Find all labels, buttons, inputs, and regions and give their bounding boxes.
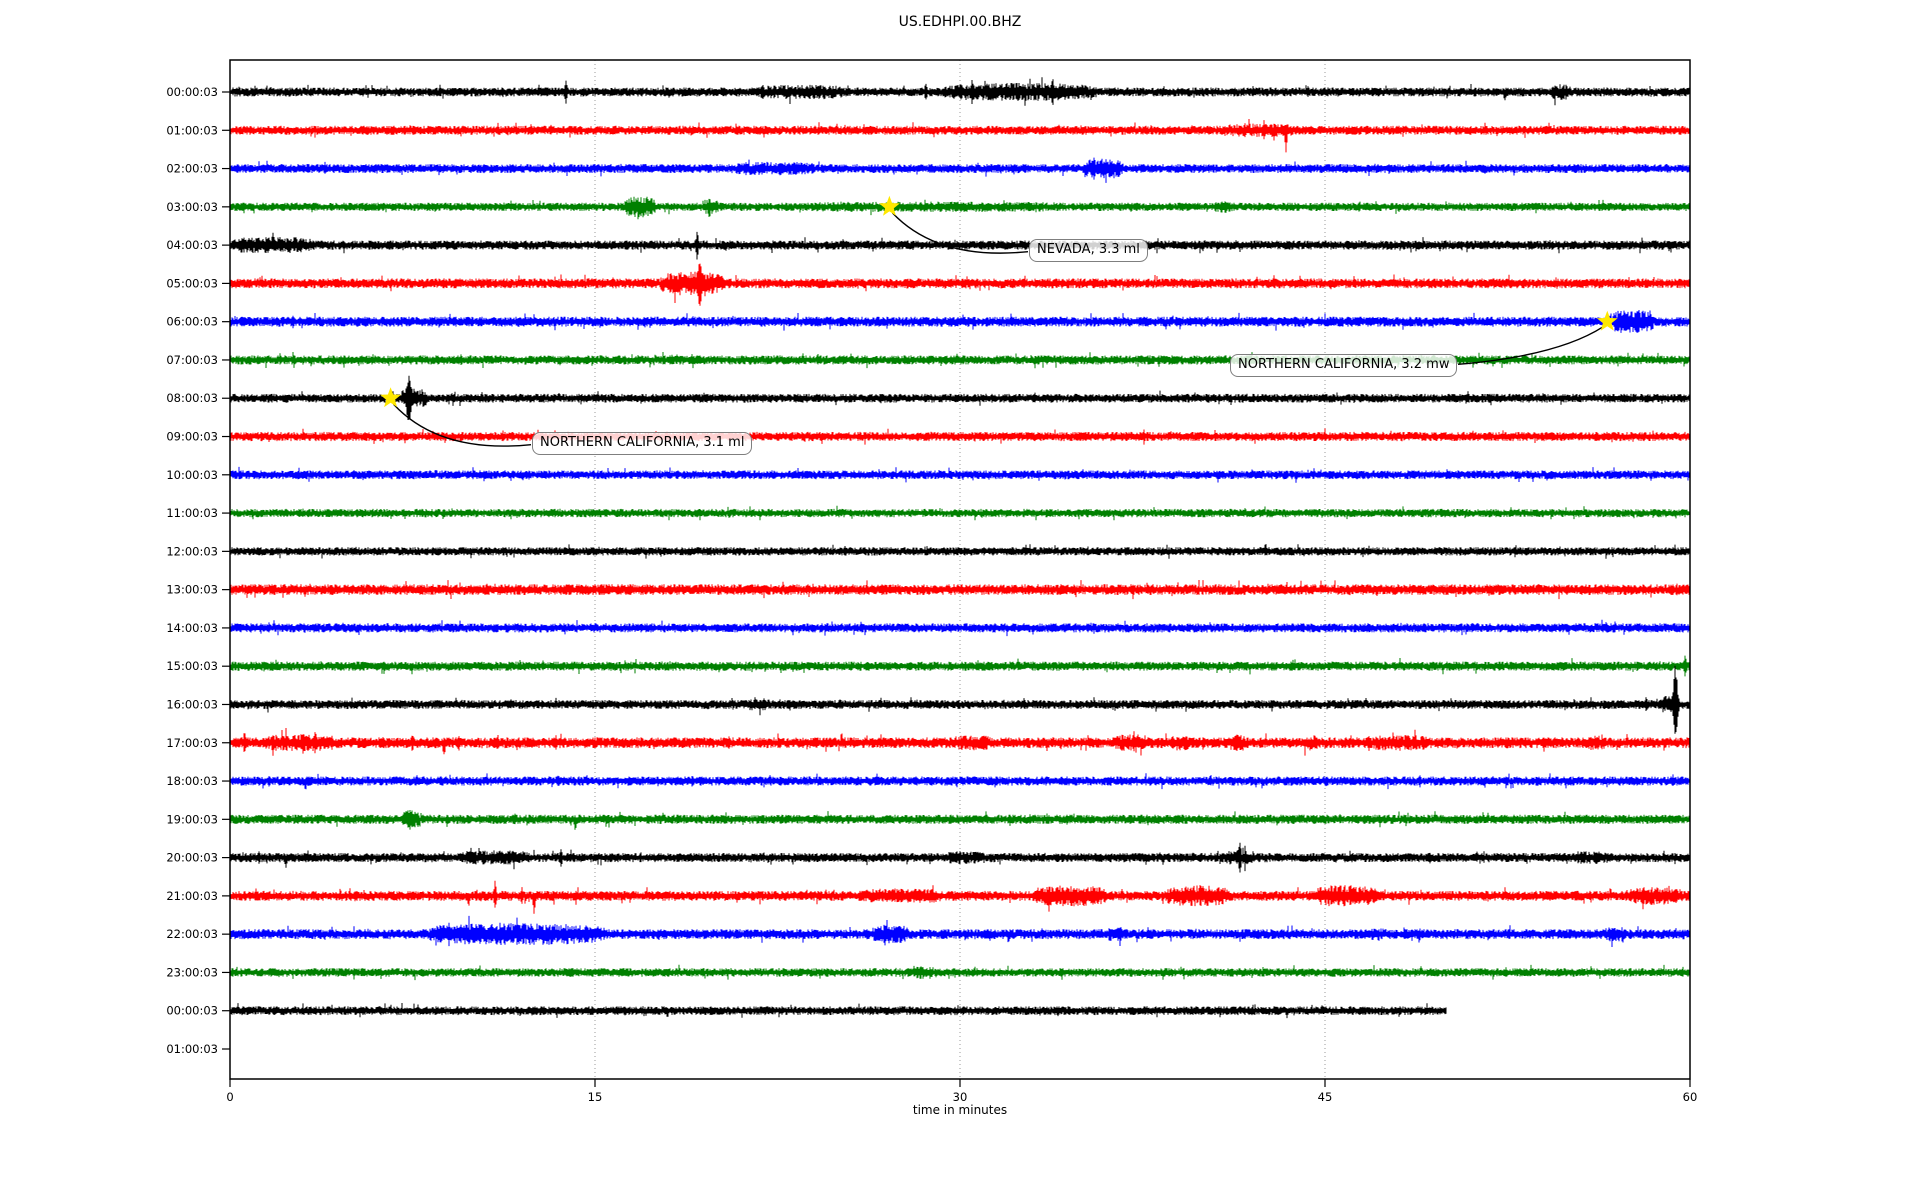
annotation-label-n-california-32: NORTHERN CALIFORNIA, 3.2 mw [1230, 354, 1458, 377]
event-star-icon-2 [380, 387, 402, 408]
trace-row-8 [229, 375, 1691, 420]
trace-row-6 [229, 310, 1691, 333]
y-tick-label-15: 15:00:03 [166, 659, 218, 673]
y-tick-label-13: 13:00:03 [166, 583, 218, 597]
y-tick-label-8: 08:00:03 [166, 391, 218, 405]
y-tick-label-11: 11:00:03 [166, 506, 218, 520]
y-tick-label-24: 00:00:03 [166, 1004, 218, 1018]
y-tick-label-1: 01:00:03 [166, 123, 218, 137]
y-tick-label-25: 01:00:03 [166, 1042, 218, 1056]
trace-row-14 [229, 619, 1691, 637]
annotation-connector-2 [393, 403, 532, 447]
trace-row-16 [229, 665, 1691, 734]
y-tick-label-21: 21:00:03 [166, 889, 218, 903]
trace-row-15 [229, 655, 1691, 677]
y-tick-label-10: 10:00:03 [166, 468, 218, 482]
event-star-icon-0 [879, 195, 900, 216]
y-tick-label-7: 07:00:03 [166, 353, 218, 367]
trace-row-9 [229, 428, 1691, 445]
y-tick-label-19: 19:00:03 [166, 812, 218, 826]
annotation-label-n-california-31: NORTHERN CALIFORNIA, 3.1 ml [532, 432, 753, 455]
y-tick-label-4: 04:00:03 [166, 238, 218, 252]
y-tick-label-23: 23:00:03 [166, 965, 218, 979]
trace-row-7 [229, 352, 1691, 369]
event-star-icon-1 [1596, 310, 1618, 331]
y-tick-label-12: 12:00:03 [166, 544, 218, 558]
trace-row-0 [229, 77, 1691, 106]
annotation-connector-1 [1457, 326, 1604, 366]
y-tick-label-14: 14:00:03 [166, 621, 218, 635]
chart-title: US.EDHPI.00.BHZ [898, 14, 1022, 30]
y-tick-label-17: 17:00:03 [166, 736, 218, 750]
y-tick-label-3: 03:00:03 [166, 200, 218, 214]
x-tick-label-2: 30 [953, 1090, 968, 1104]
y-tick-label-5: 05:00:03 [166, 276, 218, 290]
trace-row-11 [229, 505, 1691, 521]
y-tick-label-16: 16:00:03 [166, 697, 218, 711]
annotation-connector-0 [891, 212, 1029, 254]
y-tick-label-22: 22:00:03 [166, 927, 218, 941]
x-axis-label: time in minutes [912, 1103, 1008, 1117]
y-tick-label-6: 06:00:03 [166, 315, 218, 329]
x-tick-label-4: 60 [1683, 1090, 1698, 1104]
trace-row-18 [229, 773, 1691, 790]
y-tick-label-2: 02:00:03 [166, 162, 218, 176]
trace-row-24 [229, 1003, 1447, 1019]
trace-row-2 [229, 157, 1691, 183]
y-tick-label-20: 20:00:03 [166, 851, 218, 865]
y-tick-label-9: 09:00:03 [166, 430, 218, 444]
annotation-label-nevada: NEVADA, 3.3 ml [1029, 239, 1148, 262]
x-tick-label-3: 45 [1318, 1090, 1333, 1104]
trace-row-23 [229, 964, 1691, 981]
trace-row-5 [229, 263, 1691, 306]
x-tick-label-0: 0 [226, 1090, 233, 1104]
y-tick-label-0: 00:00:03 [166, 85, 218, 99]
x-tick-label-1: 15 [588, 1090, 603, 1104]
y-tick-label-18: 18:00:03 [166, 774, 218, 788]
